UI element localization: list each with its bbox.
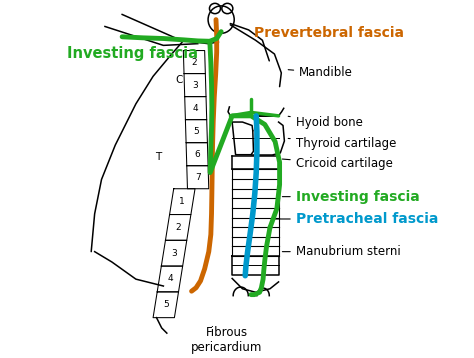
Text: 5: 5 — [193, 127, 199, 136]
Text: Fibrous
pericardium: Fibrous pericardium — [191, 325, 263, 354]
Text: T: T — [155, 152, 161, 162]
Text: Pretracheal fascia: Pretracheal fascia — [273, 212, 438, 226]
Text: Cricoid cartilage: Cricoid cartilage — [283, 158, 392, 170]
Text: 3: 3 — [171, 249, 177, 258]
Text: 2: 2 — [191, 58, 197, 67]
Text: Investing fascia: Investing fascia — [67, 47, 198, 62]
Text: 2: 2 — [175, 223, 181, 232]
Text: 4: 4 — [193, 103, 199, 113]
Text: 5: 5 — [163, 300, 169, 309]
Text: Hyoid bone: Hyoid bone — [288, 116, 363, 129]
Text: 7: 7 — [195, 173, 201, 182]
Text: Manubrium sterni: Manubrium sterni — [283, 245, 401, 258]
Text: Investing fascia: Investing fascia — [283, 190, 419, 204]
Text: Mandible: Mandible — [288, 66, 353, 79]
Text: 3: 3 — [192, 81, 198, 90]
Text: 6: 6 — [194, 150, 200, 159]
Text: Thyroid cartilage: Thyroid cartilage — [288, 137, 396, 150]
Text: C: C — [175, 75, 182, 85]
Text: 1: 1 — [180, 197, 185, 206]
Text: 4: 4 — [167, 275, 173, 284]
Text: Prevertebral fascia: Prevertebral fascia — [255, 26, 404, 40]
